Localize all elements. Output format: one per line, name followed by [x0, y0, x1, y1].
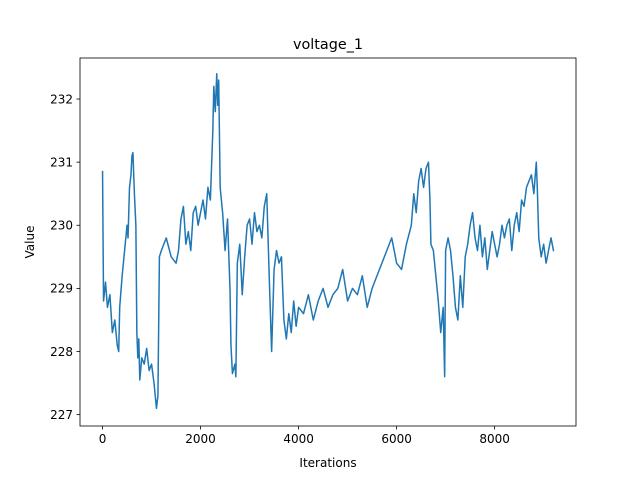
x-tick-label: 8000 [479, 432, 510, 446]
x-tick-label: 6000 [381, 432, 412, 446]
y-tick-label: 230 [50, 219, 73, 233]
y-tick-label: 227 [50, 408, 73, 422]
x-tick-label: 2000 [185, 432, 216, 446]
y-tick-label: 232 [50, 92, 73, 106]
chart-title: voltage_1 [293, 37, 363, 53]
y-tick-label: 229 [50, 282, 73, 296]
x-tick-label: 0 [99, 432, 107, 446]
x-axis-label: Iterations [299, 456, 356, 470]
y-tick-label: 228 [50, 345, 73, 359]
y-tick-label: 231 [50, 155, 73, 169]
x-tick-label: 4000 [283, 432, 314, 446]
y-axis-label: Value [23, 226, 37, 259]
